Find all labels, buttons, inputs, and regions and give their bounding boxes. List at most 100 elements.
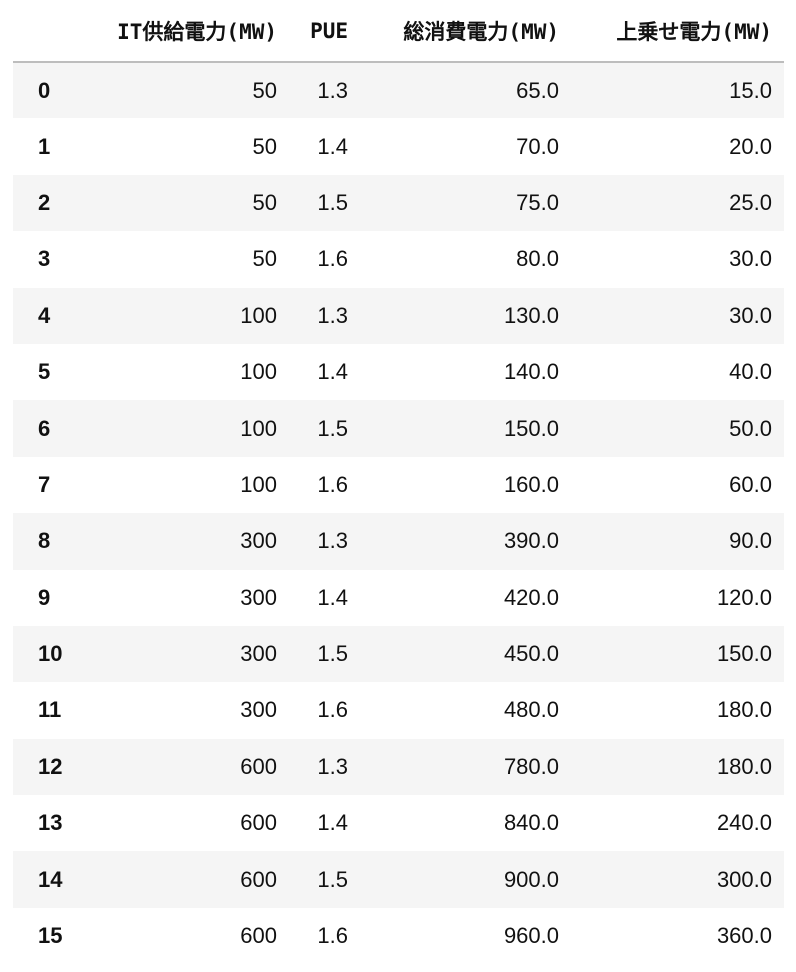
table-cell: 25.0 bbox=[729, 189, 772, 215]
row-index: 2 bbox=[38, 189, 51, 215]
table-cell: 1.6 bbox=[317, 697, 348, 723]
table-cell: 150.0 bbox=[716, 641, 772, 667]
index-header bbox=[13, 0, 80, 63]
row-index: 12 bbox=[38, 753, 63, 779]
row-index: 1 bbox=[38, 133, 51, 159]
row-index: 13 bbox=[38, 810, 63, 836]
table-cell: 140.0 bbox=[503, 359, 559, 385]
table-cell: 100 bbox=[240, 302, 277, 328]
table-cell: 600 bbox=[240, 923, 277, 949]
table-cell: 1.5 bbox=[317, 866, 348, 892]
table-cell: 390.0 bbox=[503, 528, 559, 554]
dataframe-table: IT供給電力(MW) PUE 総消費電力(MW) 上乗せ電力(MW) 0 50 1.3 65… bbox=[13, 0, 784, 964]
table-row: 8 300 1.3 390.0 90.0 bbox=[13, 513, 784, 570]
row-index: 4 bbox=[38, 302, 51, 328]
table-cell: 180.0 bbox=[716, 697, 772, 723]
table-cell: 90.0 bbox=[729, 528, 772, 554]
table-cell: 450.0 bbox=[503, 641, 559, 667]
table-cell: 600 bbox=[240, 866, 277, 892]
table-cell: 100 bbox=[240, 359, 277, 385]
table-cell: 300 bbox=[240, 697, 277, 723]
table-cell: 300 bbox=[240, 641, 277, 667]
row-index: 7 bbox=[38, 471, 51, 497]
table-cell: 300.0 bbox=[716, 866, 772, 892]
table-cell: 1.5 bbox=[317, 415, 348, 441]
table-cell: 600 bbox=[240, 753, 277, 779]
table-row: 4 100 1.3 130.0 30.0 bbox=[13, 287, 784, 344]
header-row: IT供給電力(MW) PUE 総消費電力(MW) 上乗せ電力(MW) bbox=[13, 0, 784, 63]
table-cell: 30.0 bbox=[729, 302, 772, 328]
row-index: 0 bbox=[38, 77, 51, 103]
table-cell: 240.0 bbox=[716, 810, 772, 836]
table-cell: 20.0 bbox=[729, 133, 772, 159]
table-row: 14 600 1.5 900.0 300.0 bbox=[13, 851, 784, 908]
table-cell: 480.0 bbox=[503, 697, 559, 723]
table-cell: 1.3 bbox=[317, 753, 348, 779]
row-index: 14 bbox=[38, 866, 63, 892]
row-index: 3 bbox=[38, 246, 51, 272]
table-cell: 120.0 bbox=[716, 584, 772, 610]
table-cell: 15.0 bbox=[729, 77, 772, 103]
table-cell: 70.0 bbox=[516, 133, 559, 159]
table-row: 1 50 1.4 70.0 20.0 bbox=[13, 118, 784, 174]
column-header: 上乗せ電力(MW) bbox=[571, 0, 784, 63]
table-cell: 50 bbox=[252, 77, 277, 103]
column-header: 総消費電力(MW) bbox=[360, 0, 571, 63]
row-index: 9 bbox=[38, 584, 51, 610]
table-cell: 160.0 bbox=[503, 471, 559, 497]
table-cell: 1.3 bbox=[317, 302, 348, 328]
row-index: 6 bbox=[38, 415, 51, 441]
table-row: 10 300 1.5 450.0 150.0 bbox=[13, 625, 784, 683]
table-cell: 360.0 bbox=[716, 923, 772, 949]
table-row: 9 300 1.4 420.0 120.0 bbox=[13, 570, 784, 626]
column-header: PUE bbox=[289, 0, 360, 63]
column-header: IT供給電力(MW) bbox=[80, 0, 289, 63]
table-cell: 65.0 bbox=[516, 77, 559, 103]
table-row: 15 600 1.6 960.0 360.0 bbox=[13, 908, 784, 964]
row-index: 8 bbox=[38, 528, 51, 554]
row-index: 11 bbox=[38, 697, 62, 723]
table-cell: 1.6 bbox=[317, 246, 348, 272]
table-row: 12 600 1.3 780.0 180.0 bbox=[13, 738, 784, 796]
table-row: 7 100 1.6 160.0 60.0 bbox=[13, 457, 784, 513]
table-cell: 1.5 bbox=[317, 641, 348, 667]
table-cell: 100 bbox=[240, 471, 277, 497]
table-cell: 100 bbox=[240, 415, 277, 441]
row-index: 5 bbox=[38, 359, 51, 385]
row-index: 10 bbox=[38, 641, 63, 667]
table-cell: 50 bbox=[252, 133, 277, 159]
table-cell: 1.4 bbox=[317, 810, 348, 836]
table-cell: 1.4 bbox=[317, 133, 348, 159]
table-cell: 960.0 bbox=[503, 923, 559, 949]
table-cell: 50.0 bbox=[729, 415, 772, 441]
table-cell: 50 bbox=[252, 189, 277, 215]
table-cell: 80.0 bbox=[516, 246, 559, 272]
table-cell: 1.4 bbox=[317, 584, 348, 610]
table-cell: 1.5 bbox=[317, 189, 348, 215]
table-cell: 300 bbox=[240, 528, 277, 554]
table-cell: 600 bbox=[240, 810, 277, 836]
table-cell: 1.3 bbox=[317, 77, 348, 103]
table-row: 3 50 1.6 80.0 30.0 bbox=[13, 231, 784, 287]
table-cell: 1.6 bbox=[317, 471, 348, 497]
table-row: 2 50 1.5 75.0 25.0 bbox=[13, 174, 784, 232]
table-cell: 300 bbox=[240, 584, 277, 610]
table-cell: 840.0 bbox=[503, 810, 559, 836]
table-cell: 420.0 bbox=[503, 584, 559, 610]
table-cell: 1.4 bbox=[317, 359, 348, 385]
table-cell: 130.0 bbox=[503, 302, 559, 328]
table-row: 6 100 1.5 150.0 50.0 bbox=[13, 400, 784, 457]
table-row: 0 50 1.3 65.0 15.0 bbox=[13, 62, 784, 119]
table-cell: 30.0 bbox=[729, 246, 772, 272]
table-cell: 40.0 bbox=[729, 359, 772, 385]
table-cell: 150.0 bbox=[503, 415, 559, 441]
table-cell: 1.3 bbox=[317, 528, 348, 554]
row-index: 15 bbox=[38, 923, 63, 949]
table-row: 13 600 1.4 840.0 240.0 bbox=[13, 795, 784, 851]
table-cell: 180.0 bbox=[716, 753, 772, 779]
table-cell: 780.0 bbox=[503, 753, 559, 779]
table-row: 5 100 1.4 140.0 40.0 bbox=[13, 344, 784, 400]
table-cell: 60.0 bbox=[729, 471, 772, 497]
table-cell: 50 bbox=[252, 246, 277, 272]
table-cell: 75.0 bbox=[516, 189, 559, 215]
